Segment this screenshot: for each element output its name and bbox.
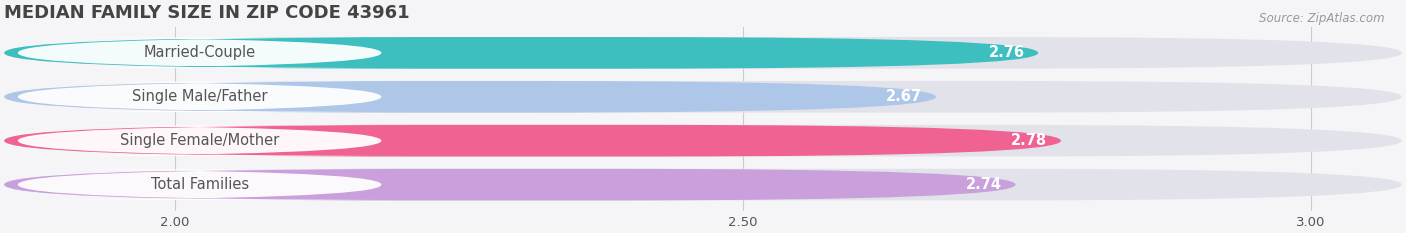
Text: MEDIAN FAMILY SIZE IN ZIP CODE 43961: MEDIAN FAMILY SIZE IN ZIP CODE 43961 — [4, 4, 409, 22]
FancyBboxPatch shape — [0, 125, 413, 156]
FancyBboxPatch shape — [4, 125, 1402, 157]
Text: Source: ZipAtlas.com: Source: ZipAtlas.com — [1260, 12, 1385, 25]
FancyBboxPatch shape — [0, 169, 413, 200]
FancyBboxPatch shape — [4, 169, 1402, 200]
Text: 2.74: 2.74 — [966, 177, 1002, 192]
FancyBboxPatch shape — [4, 81, 936, 113]
FancyBboxPatch shape — [4, 37, 1402, 69]
Text: 2.76: 2.76 — [988, 45, 1025, 60]
FancyBboxPatch shape — [4, 81, 1402, 113]
Text: 2.67: 2.67 — [886, 89, 922, 104]
FancyBboxPatch shape — [0, 38, 413, 68]
Text: Single Female/Mother: Single Female/Mother — [120, 133, 280, 148]
Text: Single Male/Father: Single Male/Father — [132, 89, 267, 104]
FancyBboxPatch shape — [0, 82, 413, 112]
Text: Married-Couple: Married-Couple — [143, 45, 256, 60]
Text: Total Families: Total Families — [150, 177, 249, 192]
Text: 2.78: 2.78 — [1011, 133, 1047, 148]
FancyBboxPatch shape — [4, 125, 1062, 157]
FancyBboxPatch shape — [4, 37, 1038, 69]
FancyBboxPatch shape — [4, 169, 1015, 200]
